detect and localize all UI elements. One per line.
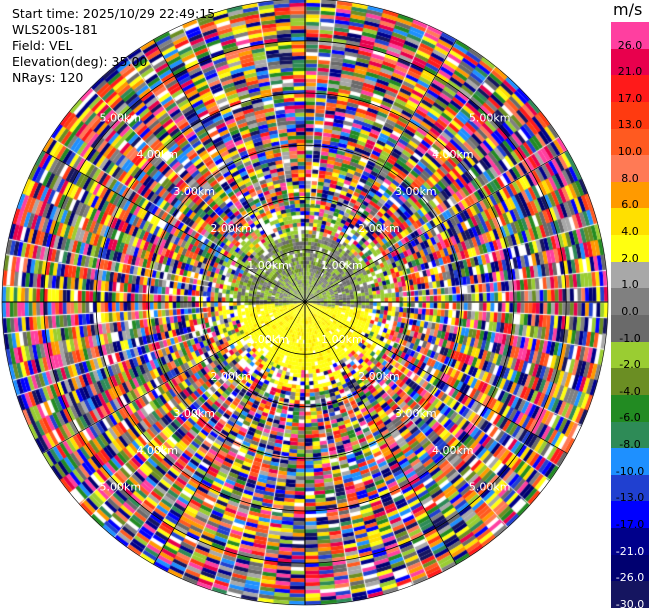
- colorbar-label: -26.0: [615, 571, 645, 585]
- colorbar-cell: [611, 128, 649, 156]
- colorbar-cell: [611, 554, 649, 582]
- range-ring-label: 1.00km: [247, 259, 289, 272]
- range-ring-label: 2.00km: [358, 370, 400, 383]
- range-ring-label: 3.00km: [395, 185, 437, 198]
- azimuth-spoke: [304, 39, 457, 303]
- azimuth-spoke: [153, 301, 306, 565]
- colorbar-label: -4.0: [619, 384, 641, 398]
- colorbar-label: 10.0: [617, 145, 643, 159]
- elevation: Elevation(deg): 35.00: [12, 54, 148, 69]
- colorbar-cell: [611, 315, 649, 343]
- colorbar-label: 1.0: [621, 278, 639, 292]
- colorbar-cell: [611, 181, 649, 209]
- range-ring-overlay: 1.00km 1.00km 1.00km 1.00km 2.00km 2.00km 2.00…: [1, 0, 609, 606]
- colorbar-cell: [611, 421, 649, 449]
- colorbar-label: -17.0: [615, 517, 645, 531]
- colorbar-cell: [611, 261, 649, 289]
- colorbar-label: 4.0: [621, 224, 639, 238]
- colorbar-label: 8.0: [621, 171, 639, 185]
- colorbar-label: -2.0: [619, 358, 641, 372]
- range-ring-label: 1.00km: [247, 333, 289, 346]
- colorbar-label: -1.0: [619, 331, 641, 345]
- colorbar-cell: [611, 75, 649, 103]
- colorbar-label: -10.0: [615, 464, 645, 478]
- azimuth-spoke: [304, 301, 457, 565]
- azimuth-spoke: [42, 301, 306, 454]
- azimuth-spoke: [42, 150, 306, 303]
- start-time: Start time: 2025/10/29 22:49:15: [12, 6, 216, 21]
- colorbar: 26.0 21.0 17.0 13.0 10.0 8.0 6.0 4.0 2.0 1.0 0.0 -1…: [611, 22, 649, 611]
- colorbar-label: 17.0: [617, 91, 643, 105]
- colorbar-cell: [611, 48, 649, 76]
- colorbar-label: 26.0: [617, 38, 643, 52]
- colorbar-label: 0.0: [621, 304, 639, 318]
- azimuth-spoke: [153, 39, 306, 303]
- colorbar-label: 13.0: [617, 118, 643, 132]
- range-ring-label: 1.00km: [321, 259, 363, 272]
- station-name: WLS200s-181: [12, 22, 98, 37]
- range-ring-label: 5.00km: [469, 111, 511, 124]
- range-ring-label: 3.00km: [173, 185, 215, 198]
- colorbar-unit: m/s: [613, 0, 643, 19]
- colorbar-label: 6.0: [621, 198, 639, 212]
- colorbar-cell: [611, 101, 649, 130]
- colorbar-cell: [611, 448, 649, 476]
- field-name: Field: VEL: [12, 38, 73, 53]
- colorbar-cell: [611, 581, 649, 609]
- colorbar-cell: [611, 501, 649, 529]
- colorbar-label: -13.0: [615, 491, 645, 505]
- colorbar-label: 21.0: [617, 65, 643, 79]
- range-ring-label: 1.00km: [321, 333, 363, 346]
- range-ring-label: 2.00km: [210, 370, 252, 383]
- colorbar-label: -21.0: [615, 544, 645, 558]
- range-ring-label: 4.00km: [136, 148, 178, 161]
- range-ring-label: 5.00km: [100, 481, 142, 494]
- range-ring-label: 4.00km: [432, 148, 474, 161]
- colorbar-cell: [611, 22, 649, 50]
- range-ring-label: 2.00km: [210, 222, 252, 235]
- range-ring-label: 3.00km: [173, 407, 215, 420]
- azimuth-spoke: [304, 150, 568, 303]
- colorbar-cell: [611, 394, 649, 423]
- colorbar-label: -30.0: [615, 597, 645, 611]
- colorbar-cell: [611, 474, 649, 502]
- range-ring-label: 2.00km: [358, 222, 400, 235]
- colorbar-label: -6.0: [619, 411, 641, 425]
- colorbar-cell: [611, 528, 649, 556]
- range-ring-label: 3.00km: [395, 407, 437, 420]
- azimuth-spoke: [304, 301, 568, 454]
- range-ring-label: 5.00km: [469, 481, 511, 494]
- colorbar-cell: [611, 208, 649, 236]
- colorbar-cell: [611, 235, 649, 263]
- colorbar-cell: [611, 155, 649, 183]
- range-ring-label: 4.00km: [432, 444, 474, 457]
- range-ring-label: 5.00km: [100, 111, 142, 124]
- colorbar-cell: [611, 341, 649, 369]
- scan-info: Start time: 2025/10/29 22:49:15 WLS200s-…: [12, 6, 215, 86]
- colorbar-label: -8.0: [619, 438, 641, 452]
- colorbar-cell: [611, 368, 649, 396]
- nrays: NRays: 120: [12, 70, 84, 85]
- colorbar-label: 2.0: [621, 251, 639, 265]
- range-ring-label: 4.00km: [136, 444, 178, 457]
- colorbar-cell: [611, 288, 649, 316]
